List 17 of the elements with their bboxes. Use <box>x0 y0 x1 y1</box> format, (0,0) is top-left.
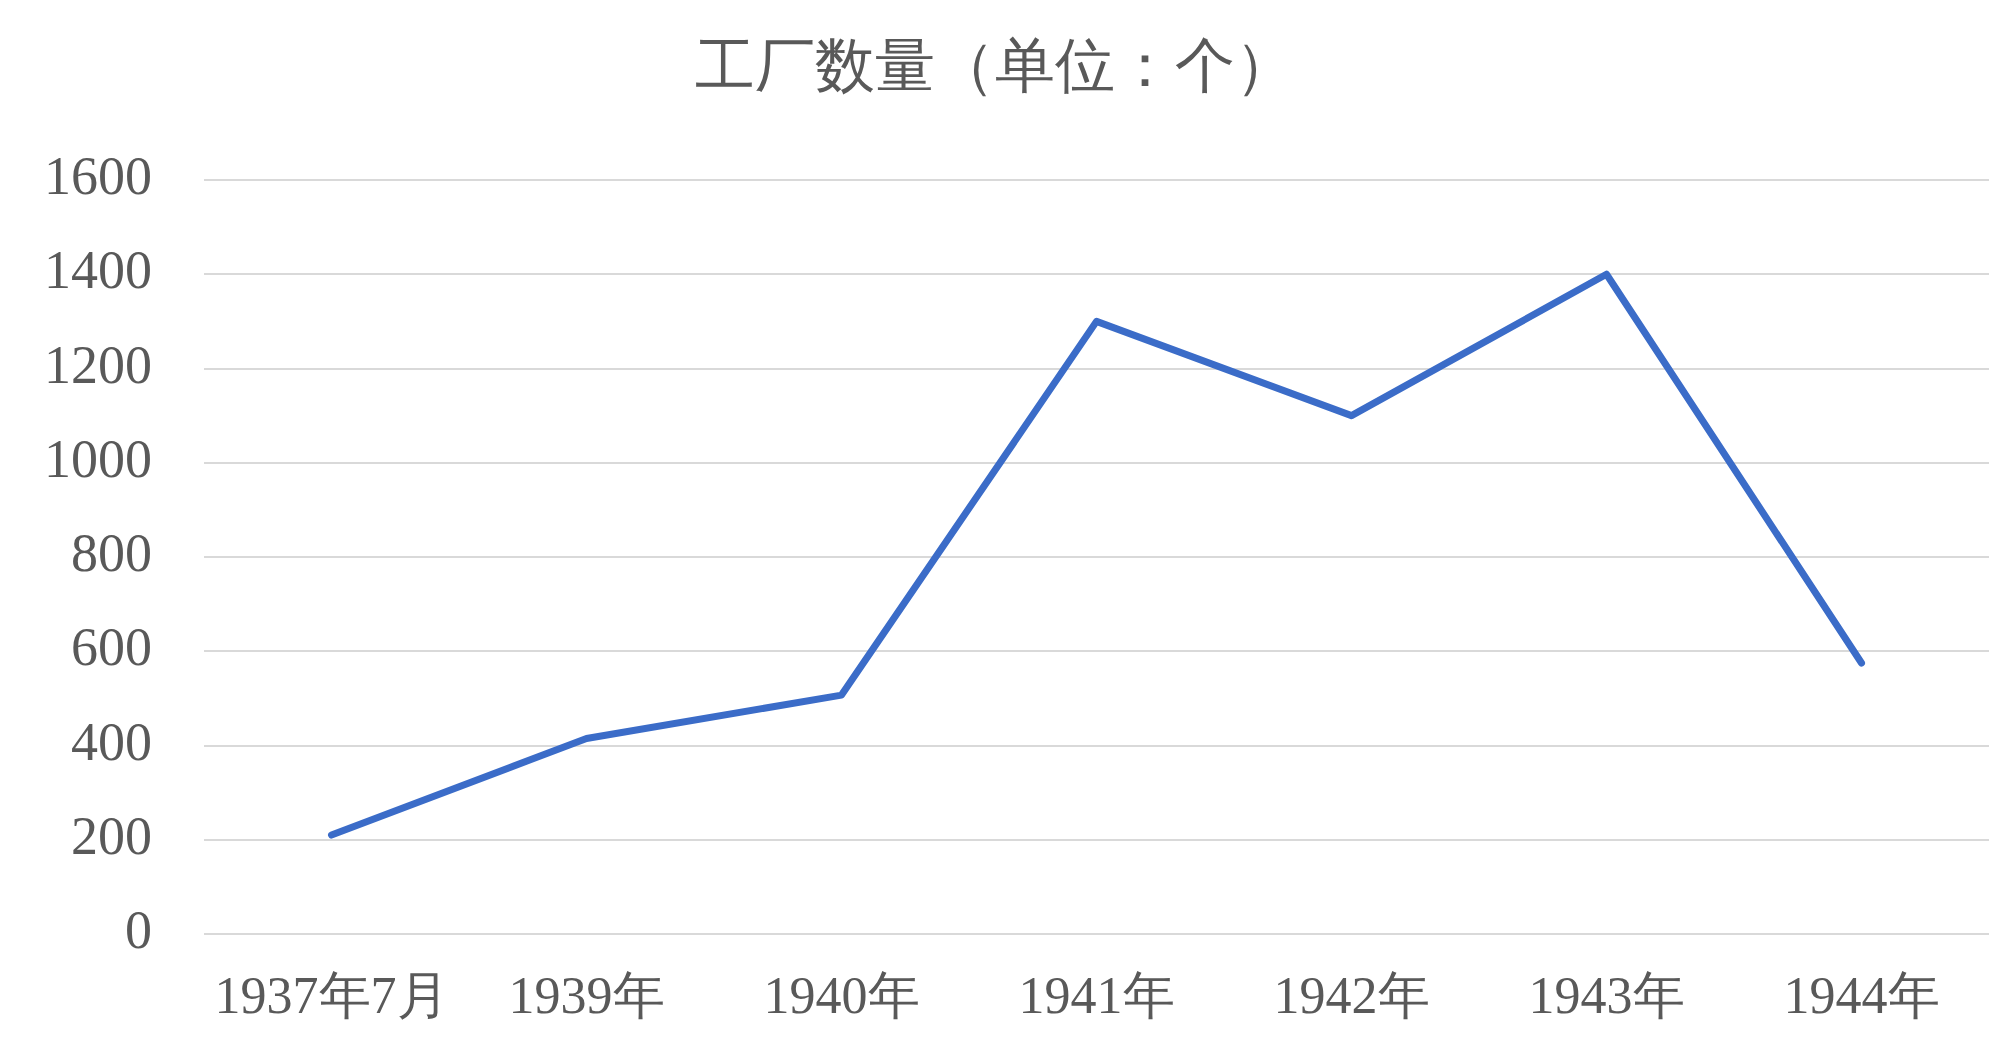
y-tick-label: 1600 <box>44 146 152 207</box>
y-tick-label: 400 <box>71 711 152 772</box>
y-tick-label: 0 <box>125 900 152 961</box>
y-tick-label: 1000 <box>44 428 152 489</box>
y-tick-label: 800 <box>71 523 152 584</box>
chart-title: 工厂数量（单位：个） <box>694 32 1295 99</box>
x-tick-label: 1939年 <box>508 966 665 1024</box>
x-tick-label: 1937年7月 <box>214 966 449 1024</box>
x-tick-label: 1941年 <box>1018 966 1175 1024</box>
y-tick-label: 600 <box>71 617 152 678</box>
x-tick-label: 1942年 <box>1273 966 1430 1024</box>
y-tick-label: 200 <box>71 805 152 866</box>
y-tick-label: 1400 <box>44 240 152 301</box>
x-tick-label: 1944年 <box>1783 966 1940 1024</box>
x-tick-label: 1940年 <box>763 966 920 1024</box>
x-tick-label: 1943年 <box>1528 966 1685 1024</box>
y-tick-label: 1200 <box>44 334 152 395</box>
